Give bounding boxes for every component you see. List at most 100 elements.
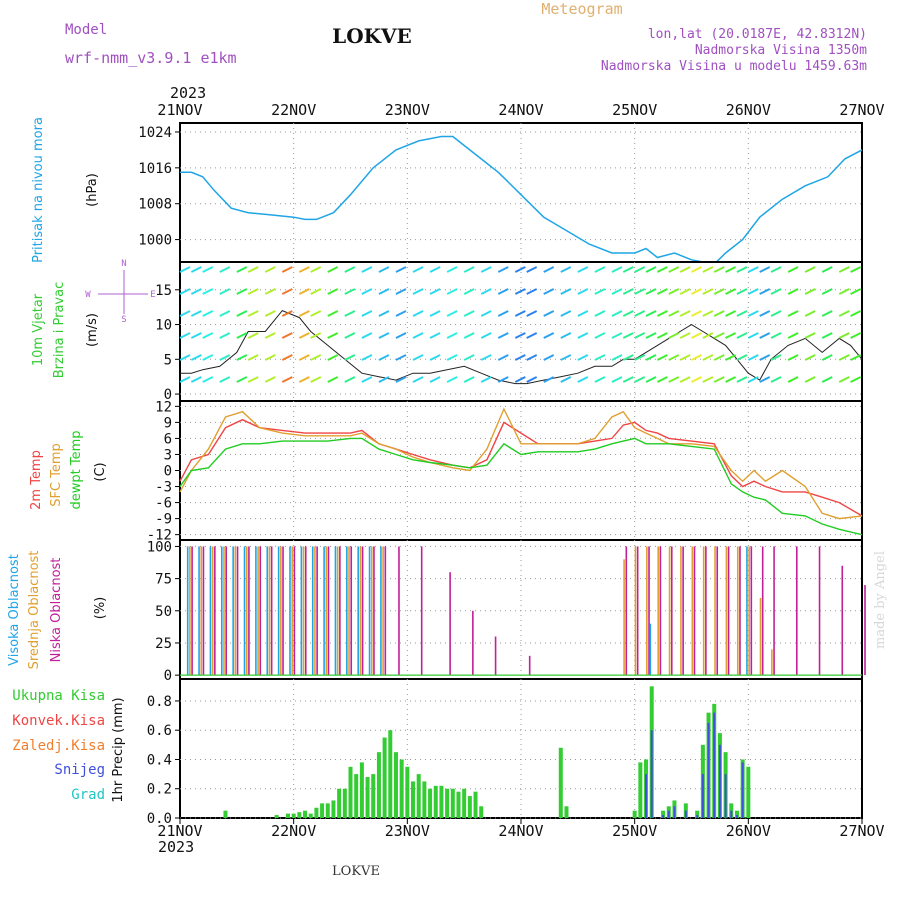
wind-barb	[656, 310, 668, 317]
high-cloud-bar	[380, 546, 382, 676]
mid-cloud-bar	[314, 546, 316, 676]
xtick-label-bottom: 25NOV	[612, 822, 657, 840]
precip-snow-bar	[741, 762, 744, 818]
high-cloud-bar	[220, 546, 223, 676]
low-cloud-bar	[225, 546, 227, 676]
wind-barb	[264, 332, 276, 339]
wind-barb	[247, 332, 259, 339]
mid-cloud-bar	[234, 546, 237, 676]
wind-barb	[281, 310, 293, 317]
wind-barb	[327, 332, 339, 339]
wind-barb	[429, 332, 441, 339]
mid-cloud-bar	[691, 546, 694, 676]
wind-barb	[526, 266, 538, 273]
xtick-label-top: 21NOV	[157, 101, 202, 119]
wind-barb	[702, 310, 714, 317]
low-cloud-bar	[796, 546, 798, 676]
mid-cloud-bar	[736, 546, 739, 676]
wind-barb	[702, 354, 714, 361]
wind-barb	[378, 376, 390, 383]
xtick-label-top: 24NOV	[498, 101, 543, 119]
mid-cloud-bar	[634, 546, 637, 676]
wind-barb	[736, 354, 748, 361]
wind-barb	[702, 376, 714, 383]
wind-barb	[429, 310, 441, 317]
ytick-label-wind: 15	[155, 283, 172, 299]
precip-total-bar	[411, 781, 416, 818]
wind-barb	[446, 310, 458, 317]
precip-total-bar	[297, 812, 302, 818]
xtick-label-top: 25NOV	[612, 101, 657, 119]
wind-barb	[736, 310, 748, 317]
wind-barb	[264, 354, 276, 361]
wind-barb	[327, 288, 339, 295]
mid-cloud-bar	[714, 546, 716, 676]
wind-barb	[759, 310, 771, 317]
wind-barb	[344, 354, 356, 361]
altitude-text: Nadmorska Visina 1350m	[695, 43, 867, 58]
precip-total-bar	[416, 774, 421, 818]
wind-barb	[247, 288, 259, 295]
wind-barb	[361, 332, 373, 339]
wind-barb	[543, 354, 555, 361]
precip-unit: 1hr Precip (mm)	[111, 697, 126, 802]
wind-barb	[344, 310, 356, 317]
wind-barb	[725, 354, 737, 361]
low-cloud-bar	[773, 546, 775, 676]
year-top: 2023	[170, 84, 206, 102]
wind-barb	[560, 310, 572, 317]
wind-barb	[668, 310, 680, 317]
precip-total-bar	[405, 766, 410, 818]
wind-barb	[821, 266, 833, 273]
temp2m-label: 2m Temp	[29, 450, 44, 510]
xtick-label-bottom: 23NOV	[385, 822, 430, 840]
precip-total-bar	[456, 791, 461, 818]
wind-barb	[412, 266, 424, 273]
wind-barb	[668, 354, 680, 361]
station-title: LOKVE	[332, 24, 412, 48]
wind-barb	[543, 332, 555, 339]
wind-barb	[770, 354, 782, 361]
high-cloud-bar	[368, 546, 371, 676]
high-cloud-bar	[255, 546, 257, 676]
wind-barb	[634, 354, 646, 361]
precip-total-bar	[320, 803, 325, 818]
wind-barb	[668, 288, 680, 295]
wind-barb	[725, 332, 737, 339]
precip-total-bar	[331, 800, 336, 818]
low-cloud-bar	[339, 546, 341, 676]
wind-barb	[310, 354, 322, 361]
mid-cloud-bar	[382, 546, 384, 676]
precip-total-bar	[399, 759, 404, 818]
wind-barb	[691, 376, 702, 383]
wind-barb	[594, 354, 606, 361]
wind-barb	[713, 288, 725, 295]
wind-barb	[850, 288, 862, 295]
precip-snow-bar	[673, 806, 676, 818]
mid-cloud-bar	[325, 546, 328, 676]
high-cloud-label: Visoka Oblacnost	[7, 554, 22, 666]
ytick-label-precipitation: 0.6	[147, 723, 172, 739]
wind-barb	[310, 310, 322, 317]
wind-barb	[446, 332, 458, 339]
wind-barb	[190, 332, 202, 339]
precip-snow-bar	[667, 810, 670, 818]
low-cloud-bar	[739, 546, 741, 676]
wind-barb	[821, 310, 833, 317]
ytick-label-cloud: 0	[164, 668, 172, 684]
wind-barb	[236, 332, 248, 339]
wind-barb	[821, 376, 833, 383]
wind-barb	[361, 266, 373, 273]
model-name: wrf-nmm_v3.9.1 e1km	[65, 49, 237, 67]
wind-barb	[611, 266, 623, 273]
ytick-label-cloud: 50	[155, 604, 172, 620]
wind-barb	[611, 354, 623, 361]
wind-barb	[804, 288, 816, 295]
wind-barb	[264, 376, 276, 383]
wind-barb	[526, 376, 538, 383]
wind-barb	[838, 376, 850, 383]
wind-barb	[759, 332, 771, 339]
mid-cloud-bar	[189, 546, 191, 676]
ytick-label-cloud: 100	[147, 539, 172, 555]
legend-snow: Snijeg	[54, 762, 105, 778]
